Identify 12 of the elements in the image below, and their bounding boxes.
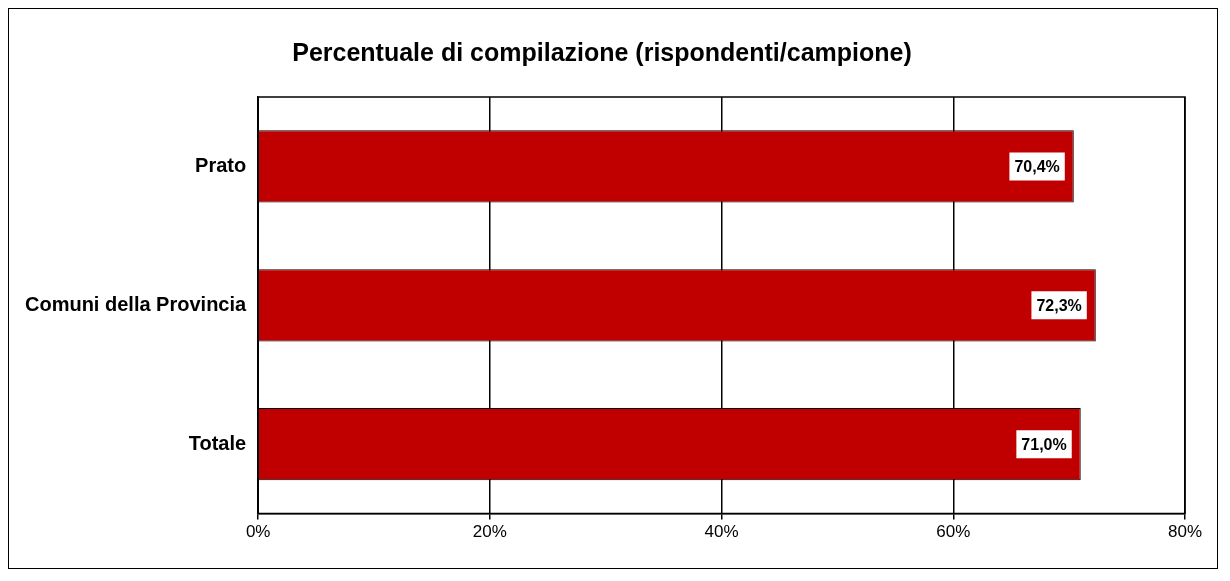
y-tick-label: Comuni della Provincia	[24, 292, 248, 315]
x-tick-label: 80%	[1167, 522, 1203, 542]
x-tick-label: 0%	[245, 522, 271, 542]
x-tick-label: 60%	[936, 522, 971, 542]
x-tick-label: 20%	[472, 522, 507, 542]
chart-title: Percentuale di compilazione (rispondenti/campione)	[292, 37, 912, 66]
x-tick-label: 40%	[704, 522, 739, 542]
data-label: 72,3%	[1036, 296, 1082, 314]
data-label: 70,4%	[1014, 157, 1060, 175]
y-tick-label: Prato	[195, 153, 247, 176]
y-tick-label: Totale	[188, 431, 247, 454]
data-label: 71,0%	[1021, 435, 1067, 453]
